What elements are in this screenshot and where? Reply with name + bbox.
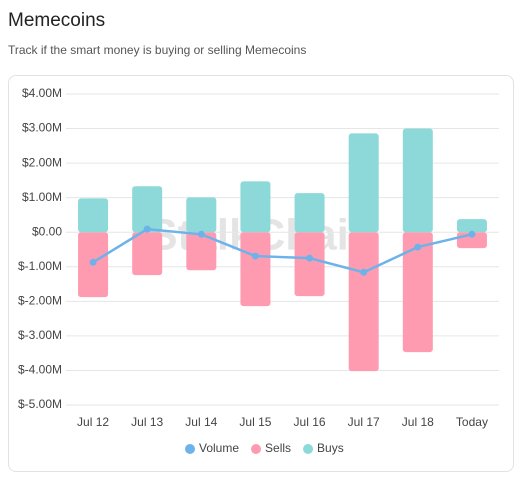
bar — [186, 232, 217, 271]
legend-label: Volume — [199, 441, 239, 455]
y-tick-label: $3.00M — [22, 121, 62, 135]
x-tick-label: Jul 12 — [77, 415, 109, 429]
volume-point — [89, 258, 97, 266]
x-tick-label: Jul 14 — [185, 415, 217, 429]
x-tick-label: Today — [456, 415, 488, 429]
legend-swatch — [251, 444, 262, 454]
volume-point — [414, 243, 422, 251]
volume-line — [92, 227, 473, 274]
legend-swatch — [185, 444, 195, 454]
y-tick-label: $-4.00M — [18, 363, 62, 377]
y-tick-label: $2.00M — [22, 155, 62, 169]
bar — [294, 193, 325, 233]
bar — [402, 232, 433, 353]
x-tick-label: Jul 16 — [294, 415, 326, 429]
x-tick-label: Jul 17 — [348, 415, 380, 429]
legend-label: Buys — [317, 441, 344, 455]
volume-point — [251, 252, 259, 260]
bar — [456, 219, 487, 233]
y-tick-label: $1.00M — [22, 190, 62, 204]
y-tick-label: $-5.00M — [18, 397, 62, 411]
y-tick-label: $-1.00M — [18, 259, 62, 273]
volume-point — [360, 268, 368, 276]
x-tick-label: Jul 18 — [402, 415, 434, 429]
y-tick-label: $0.00 — [32, 224, 62, 238]
y-tick-label: $-3.00M — [18, 328, 62, 342]
x-tick-label: Jul 13 — [131, 415, 163, 429]
page-title: Memecoins — [8, 10, 106, 31]
bar — [240, 181, 271, 233]
y-tick-label: $4.00M — [22, 86, 62, 100]
bar — [402, 128, 433, 233]
x-tick-label: Jul 15 — [239, 415, 271, 429]
volume-point — [143, 225, 151, 233]
volume-point — [197, 230, 205, 238]
y-tick-label: $-2.00M — [18, 294, 62, 308]
bar — [348, 133, 379, 233]
bar — [132, 232, 163, 276]
bar — [132, 186, 163, 233]
legend-swatch — [303, 444, 314, 454]
bar — [348, 232, 379, 372]
bar — [78, 198, 109, 233]
chart-card — [8, 75, 514, 472]
volume-point — [306, 254, 314, 262]
bar — [240, 232, 271, 307]
bar — [294, 232, 325, 297]
legend-label: Sells — [265, 441, 291, 455]
volume-point — [468, 230, 476, 238]
page-subtitle: Track if the smart money is buying or se… — [8, 43, 307, 57]
bar — [186, 197, 217, 233]
